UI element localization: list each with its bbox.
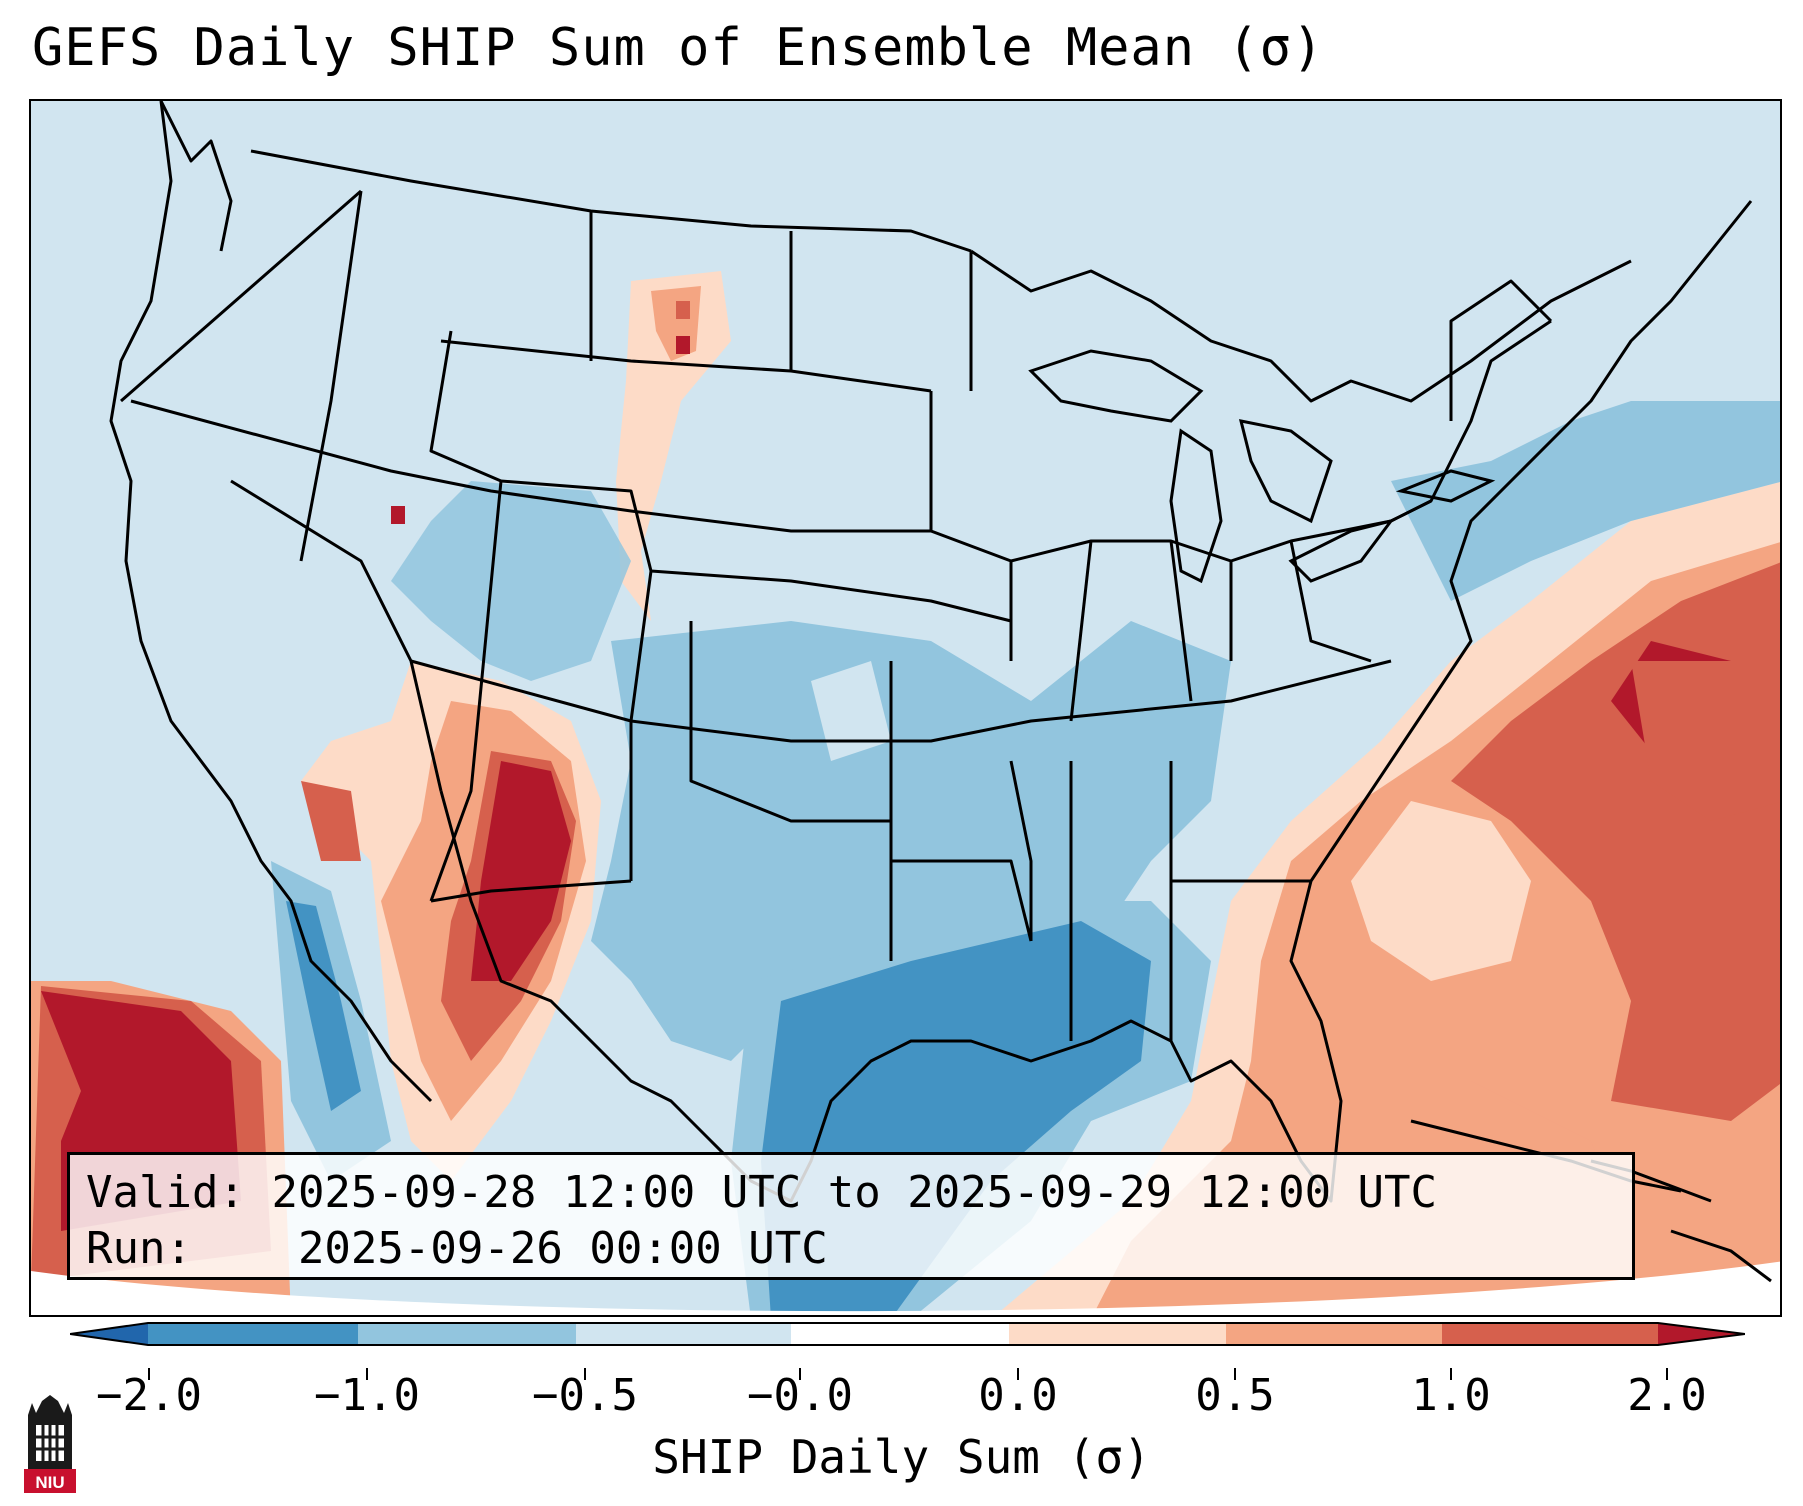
tick-label: 0.0 <box>978 1370 1058 1421</box>
lake-michigan <box>1169 428 1223 584</box>
pacific-coastline <box>109 101 433 1103</box>
valid-value: 2025-09-28 12:00 UTC to 2025-09-29 12:00… <box>271 1167 1438 1218</box>
colorbar-over-arrow <box>1658 1323 1745 1345</box>
lake-erie <box>1288 518 1395 583</box>
tick-mark <box>148 1368 150 1380</box>
run-value: 2025-09-26 00:00 UTC <box>297 1223 828 1274</box>
tick-mark <box>1666 1368 1668 1380</box>
tick-label: 1.0 <box>1411 1370 1491 1421</box>
ship-field-map <box>31 101 1780 1315</box>
niu-logo: NIU <box>24 1395 76 1493</box>
tick-label: −1.0 <box>314 1370 420 1421</box>
colorbar-segment-1 <box>148 1323 358 1345</box>
colorbar-segment-5 <box>1009 1323 1226 1345</box>
colorbar-segment-3 <box>576 1323 791 1345</box>
tick-mark <box>584 1368 586 1380</box>
us-canada-border <box>250 149 972 253</box>
lake-huron <box>1238 419 1333 524</box>
colorbar-label: SHIP Daily Sum (σ) <box>652 1430 1151 1484</box>
boundaries <box>109 101 1753 1203</box>
logo-text: NIU <box>35 1473 64 1492</box>
tick-label: −0.0 <box>747 1370 853 1421</box>
atlantic-warm-anomaly <box>995 401 1780 1315</box>
colorbar-under-arrow <box>70 1323 148 1345</box>
colorbar-segment-7 <box>1442 1323 1658 1345</box>
puget-coastline <box>159 101 233 252</box>
lake-superior <box>1028 349 1204 423</box>
tick-label: −0.5 <box>532 1370 638 1421</box>
colorbar-segment-2 <box>358 1323 576 1345</box>
colorbar-segment-4 <box>791 1323 1009 1345</box>
tick-label: 0.5 <box>1195 1370 1275 1421</box>
northern-state-line <box>130 399 931 533</box>
northern-plains-warm-anomaly <box>391 271 731 621</box>
plains-cool-anomaly <box>391 481 1231 1061</box>
run-label: Run: <box>86 1223 192 1274</box>
tick-mark <box>366 1368 368 1380</box>
projection-edge <box>31 1261 1780 1315</box>
colorbar-segment-6 <box>1226 1323 1442 1345</box>
colorbar <box>70 1322 1745 1346</box>
map-panel <box>29 99 1782 1317</box>
lake-ontario <box>1395 469 1496 503</box>
tick-mark <box>799 1368 801 1380</box>
map-title: GEFS Daily SHIP Sum of Ensemble Mean (σ) <box>32 18 1325 78</box>
southwest-warm-anomaly <box>301 661 601 1181</box>
tick-mark <box>1450 1368 1452 1380</box>
tick-label: −2.0 <box>96 1370 202 1421</box>
valid-label: Valid: <box>86 1167 245 1218</box>
tick-mark <box>1234 1368 1236 1380</box>
tick-label: 2.0 <box>1627 1370 1707 1421</box>
tick-mark <box>1017 1368 1019 1380</box>
gulf-atlantic-coastline <box>439 200 1753 1203</box>
great-lakes <box>1028 349 1496 584</box>
mexico-cool-anomaly <box>271 861 391 1181</box>
valid-run-infobox: Valid: 2025-09-28 12:00 UTC to 2025-09-2… <box>67 1152 1635 1280</box>
